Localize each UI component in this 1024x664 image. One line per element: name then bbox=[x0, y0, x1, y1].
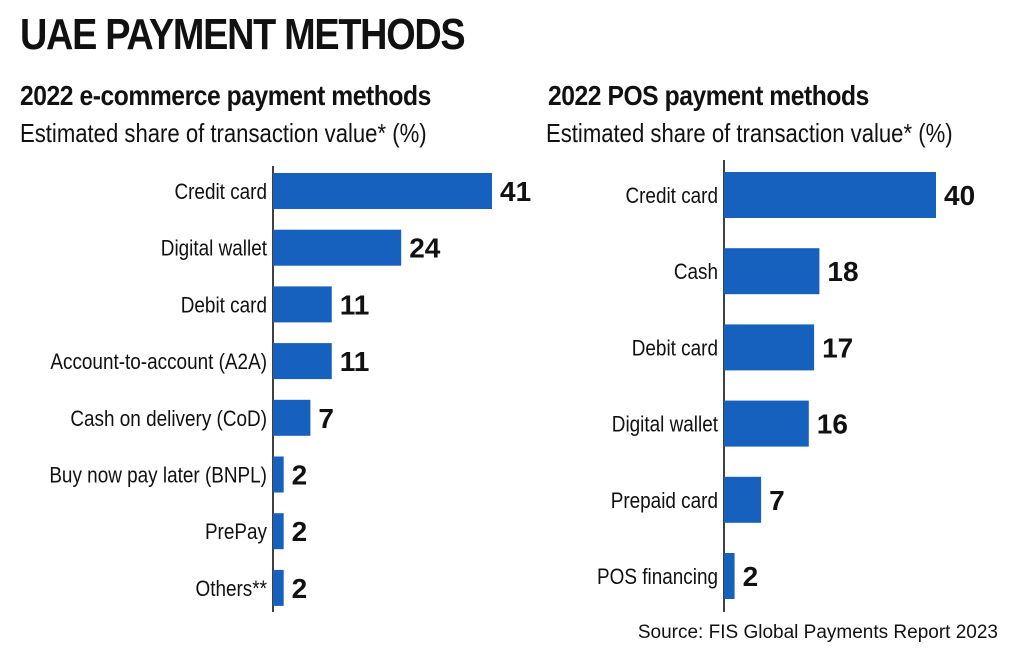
bar bbox=[273, 569, 284, 606]
value-label: 2 bbox=[292, 573, 308, 604]
category-label: Cash bbox=[674, 259, 718, 284]
category-label: Buy now pay later (BNPL) bbox=[49, 463, 267, 488]
pos-bar-chart: Credit card 40 Cash 18 Debit card 17 Digital w… bbox=[597, 160, 975, 612]
category-label: Cash on delivery (CoD) bbox=[70, 406, 267, 431]
value-label: 2 bbox=[292, 516, 308, 547]
pos-chart-subtitle: Estimated share of transaction value* (%… bbox=[546, 118, 953, 148]
value-label: 11 bbox=[340, 289, 370, 320]
value-label: 11 bbox=[340, 346, 370, 377]
value-label: 2 bbox=[292, 460, 308, 491]
value-label: 24 bbox=[409, 233, 441, 264]
bar bbox=[724, 476, 762, 523]
bar bbox=[273, 229, 402, 266]
bar bbox=[273, 173, 492, 209]
ecommerce-bar-chart: Credit card 41 Digital wallet 24 Debit card 1… bbox=[49, 166, 531, 612]
bar bbox=[724, 553, 735, 599]
category-label: Prepaid card bbox=[611, 488, 718, 513]
bar bbox=[273, 456, 284, 493]
bar bbox=[724, 400, 809, 447]
bar bbox=[273, 343, 332, 380]
source-note: Source: FIS Global Payments Report 2023 bbox=[637, 622, 998, 643]
value-label: 18 bbox=[827, 256, 858, 287]
bar bbox=[724, 248, 820, 295]
bar bbox=[273, 513, 284, 550]
ecommerce-chart-title: 2022 e-commerce payment methods bbox=[20, 80, 431, 111]
value-label: 16 bbox=[817, 409, 848, 440]
category-label: Account-to-account (A2A) bbox=[50, 349, 267, 374]
category-label: Debit card bbox=[632, 335, 718, 360]
pos-chart-title: 2022 POS payment methods bbox=[548, 80, 869, 111]
value-label: 41 bbox=[500, 176, 531, 207]
value-label: 17 bbox=[822, 332, 853, 363]
bar bbox=[724, 172, 936, 218]
page-title: UAE PAYMENT METHODS bbox=[20, 10, 466, 59]
value-label: 7 bbox=[769, 485, 785, 516]
category-label: Digital wallet bbox=[612, 412, 718, 437]
category-label: PrePay bbox=[205, 519, 267, 544]
value-label: 7 bbox=[318, 403, 334, 434]
category-label: Credit card bbox=[625, 183, 718, 208]
category-label: Others** bbox=[195, 576, 267, 601]
value-label: 2 bbox=[743, 561, 759, 592]
category-label: POS financing bbox=[597, 564, 718, 589]
category-label: Digital wallet bbox=[161, 236, 267, 261]
bar bbox=[273, 286, 332, 323]
bar bbox=[724, 324, 815, 371]
category-label: Credit card bbox=[174, 179, 267, 204]
bar bbox=[273, 399, 311, 436]
ecommerce-chart-subtitle: Estimated share of transaction value* (%… bbox=[20, 118, 427, 148]
category-label: Debit card bbox=[181, 292, 267, 317]
value-label: 40 bbox=[944, 180, 975, 211]
